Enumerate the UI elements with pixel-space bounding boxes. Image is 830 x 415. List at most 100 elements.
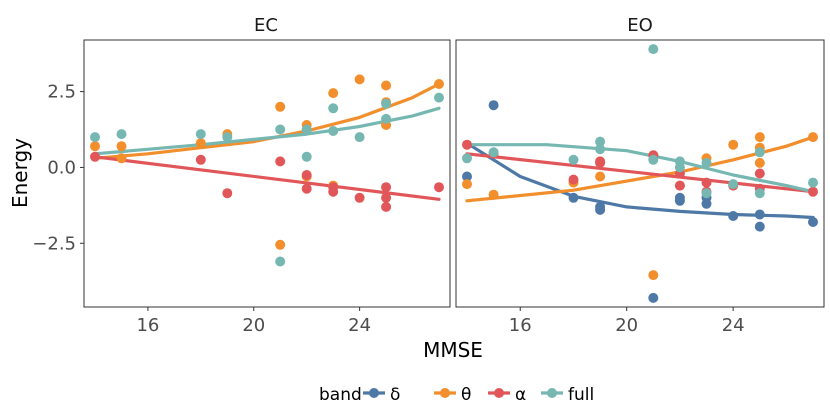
point-eo-delta	[674, 195, 685, 206]
x-axis-title: MMSE	[423, 338, 483, 362]
point-ec-alpha	[301, 170, 312, 180]
point-ec-full	[328, 126, 339, 136]
legend-label-alpha: α	[515, 385, 526, 405]
point-ec-alpha	[222, 188, 233, 199]
y-tick-label: 0.0	[47, 157, 76, 178]
point-ec-theta	[381, 80, 392, 91]
point-eo-theta	[488, 189, 499, 200]
point-eo-alpha	[462, 139, 472, 150]
axes: 2.5 0.0 −2.5 16 20 24 16 20 24	[32, 82, 744, 336]
x-tick-label: 16	[509, 315, 532, 336]
x-tick-label: 24	[348, 315, 371, 336]
point-eo-delta	[462, 171, 472, 182]
point-eo-alpha	[568, 174, 579, 185]
point-eo-full	[488, 147, 499, 158]
point-eo-full	[754, 147, 765, 158]
point-eo-theta	[462, 179, 472, 190]
point-ec-full	[328, 103, 339, 114]
legend-label-theta: θ	[461, 385, 471, 405]
point-eo-full	[568, 154, 579, 165]
y-tick-label: −2.5	[32, 233, 76, 254]
x-tick-label: 16	[136, 315, 159, 336]
y-axis-title: Energy	[8, 138, 32, 208]
point-eo-delta	[595, 204, 606, 215]
point-eo-alpha	[808, 186, 818, 197]
point-ec-theta	[116, 141, 127, 152]
point-ec-theta	[275, 239, 286, 250]
point-eo-theta	[595, 171, 606, 182]
panel-eo-plot	[462, 44, 818, 303]
legend-key-point-theta	[440, 388, 450, 398]
point-eo-full	[701, 157, 712, 168]
point-ec-full	[222, 132, 233, 143]
point-ec-theta	[354, 74, 365, 85]
point-ec-alpha	[301, 183, 312, 194]
point-eo-full	[648, 44, 659, 55]
point-ec-alpha	[195, 154, 206, 165]
x-tick-label: 20	[242, 315, 265, 336]
point-eo-full	[595, 136, 606, 147]
point-ec-alpha	[354, 192, 365, 203]
point-eo-full	[595, 144, 606, 155]
point-eo-delta	[728, 211, 739, 221]
point-eo-theta	[728, 139, 739, 150]
x-tick-label: 24	[722, 315, 745, 336]
point-eo-alpha	[595, 157, 606, 168]
point-ec-full	[301, 124, 312, 135]
point-ec-full	[116, 129, 127, 140]
legend-key-point-full	[547, 388, 557, 398]
legend-key-point-alpha	[494, 388, 504, 398]
point-eo-full	[701, 188, 712, 199]
point-eo-full	[648, 154, 659, 165]
point-eo-alpha	[754, 168, 765, 179]
fit-line-ec-alpha	[93, 155, 441, 201]
point-ec-alpha	[328, 186, 339, 197]
point-eo-delta	[754, 221, 765, 232]
panel-title-eo: EO	[627, 15, 653, 36]
point-eo-theta	[648, 270, 659, 281]
point-ec-full	[275, 256, 286, 267]
point-eo-full	[462, 153, 472, 164]
point-ec-theta	[90, 141, 100, 152]
point-ec-full	[434, 92, 444, 103]
point-ec-theta	[434, 79, 444, 89]
point-eo-full	[728, 179, 739, 190]
legend-key-point-delta	[369, 388, 379, 398]
point-ec-alpha	[381, 192, 392, 203]
x-tick-label: 20	[615, 315, 638, 336]
panel-ec-plot	[90, 74, 444, 267]
point-eo-theta	[754, 157, 765, 168]
point-ec-alpha	[275, 156, 286, 167]
fit-line-eo-delta	[465, 141, 815, 220]
point-ec-full	[301, 151, 312, 162]
legend-label-delta: δ	[390, 385, 400, 405]
point-eo-alpha	[701, 177, 712, 188]
legend-label-full: full	[568, 385, 594, 405]
point-eo-delta	[568, 192, 579, 203]
panel-ec-frame	[83, 39, 451, 308]
point-eo-delta	[488, 100, 499, 111]
point-eo-alpha	[674, 180, 685, 191]
legend-title: band	[319, 385, 362, 405]
y-tick-label: 2.5	[47, 82, 76, 103]
point-ec-full	[381, 113, 392, 124]
point-ec-full	[90, 132, 100, 143]
point-ec-theta	[116, 153, 127, 164]
point-ec-theta	[275, 101, 286, 112]
point-eo-delta	[808, 217, 818, 227]
point-ec-full	[381, 98, 392, 109]
point-ec-full	[195, 129, 206, 140]
point-ec-alpha	[381, 182, 392, 193]
point-eo-full	[674, 162, 685, 173]
point-ec-alpha	[381, 201, 392, 212]
legend: band δ θ α full	[319, 385, 594, 405]
point-eo-full	[754, 188, 765, 199]
point-ec-alpha	[90, 151, 100, 162]
point-eo-theta	[754, 132, 765, 143]
point-ec-full	[354, 132, 365, 143]
point-ec-theta	[195, 138, 206, 149]
point-eo-delta	[754, 209, 765, 220]
point-ec-alpha	[434, 182, 444, 193]
point-ec-theta	[328, 88, 339, 99]
